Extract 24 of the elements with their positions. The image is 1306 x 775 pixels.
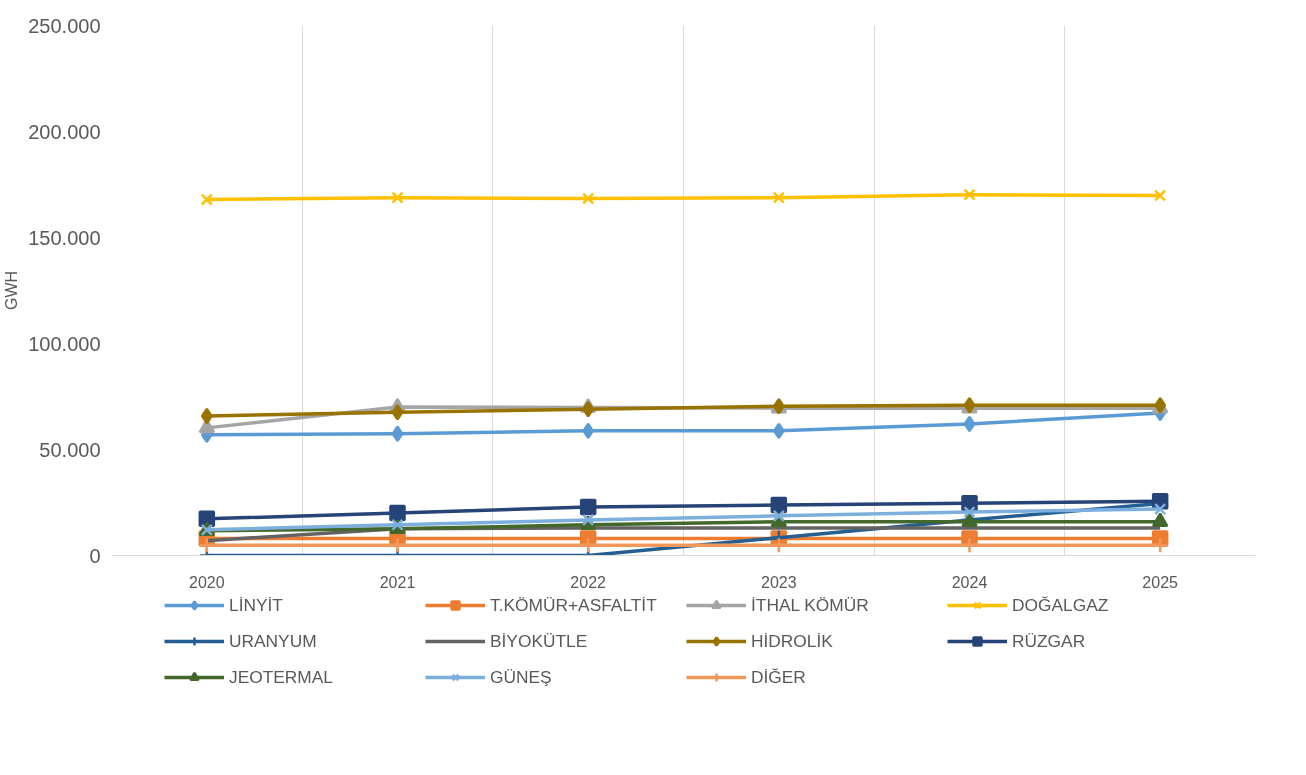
y-axis-title: GWH — [3, 270, 21, 311]
y-tick-label: 250.000 — [28, 14, 101, 37]
legend-label: BİYOKÜTLE — [490, 629, 589, 653]
legend-label: İTHAL KÖMÜR — [751, 593, 870, 617]
x-tick-label: 2024 — [951, 573, 988, 591]
legend-label: DİĞER — [751, 665, 807, 689]
y-tick-label: 150.000 — [28, 226, 101, 249]
legend-label: DOĞALGAZ — [1012, 593, 1110, 617]
x-tick-label: 2020 — [189, 573, 225, 591]
y-tick-label: 200.000 — [28, 120, 101, 143]
legend-label: LİNYİT — [229, 593, 284, 617]
legend-label: JEOTERMAL — [229, 665, 334, 689]
x-tick-label: 2021 — [379, 573, 416, 591]
legend-label: T.KÖMÜR+ASFALTİT — [490, 593, 658, 617]
legend-label: GÜNEŞ — [490, 665, 553, 689]
x-tick-label: 2025 — [1142, 573, 1179, 591]
legend-label: HİDROLİK — [751, 629, 834, 653]
y-tick-label: 0 — [89, 544, 101, 567]
x-tick-label: 2022 — [570, 573, 607, 591]
legend-label: RÜZGAR — [1012, 629, 1087, 653]
y-tick-label: 50.000 — [39, 438, 101, 461]
legend-label: URANYUM — [229, 629, 318, 653]
y-tick-label: 100.000 — [28, 332, 101, 355]
x-tick-label: 2023 — [761, 573, 797, 591]
